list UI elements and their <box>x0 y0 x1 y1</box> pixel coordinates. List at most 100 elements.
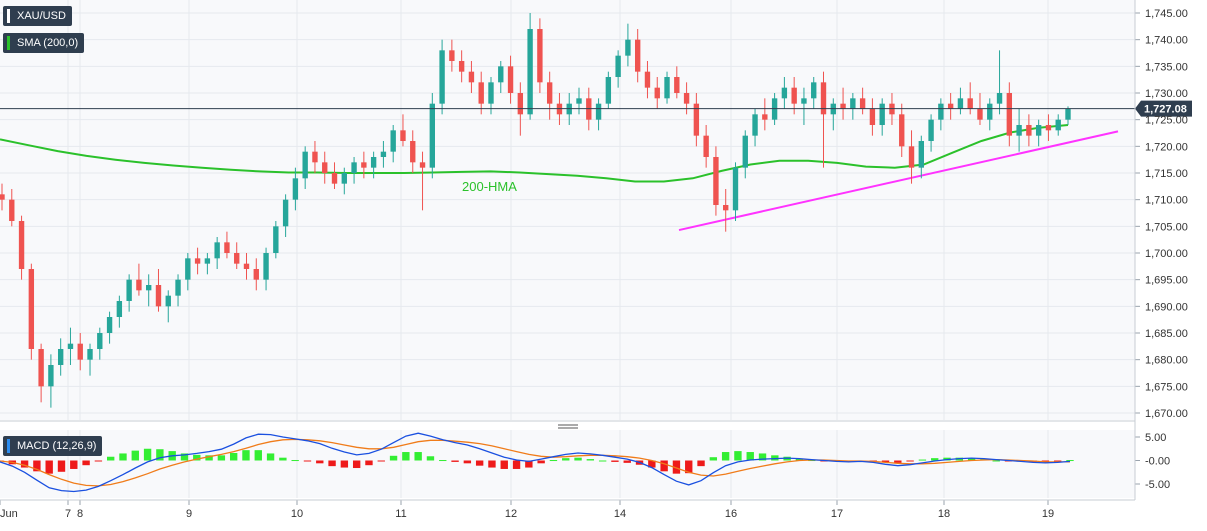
x-tick-label: 18 <box>938 508 950 520</box>
candle-body <box>918 141 924 168</box>
symbol-badge[interactable]: XAU/USD <box>3 6 72 26</box>
candle-body <box>820 82 827 115</box>
candle-body <box>1035 125 1042 136</box>
macd-histogram-bar <box>291 460 299 462</box>
macd-histogram-bar <box>500 460 508 469</box>
candle-body <box>693 103 700 136</box>
candle-body <box>879 103 885 125</box>
sma-200-line <box>0 124 1069 183</box>
candle-body <box>331 173 338 184</box>
candle-body <box>136 279 142 291</box>
candle-body <box>224 242 230 253</box>
sma-badge[interactable]: SMA (200,0) <box>3 33 85 53</box>
y-tick-label: 1,670.00 <box>1145 408 1188 420</box>
candle-body <box>341 173 347 184</box>
macd-histogram-bar <box>992 460 1000 462</box>
macd-histogram-bar <box>771 455 779 461</box>
macd-badge-label: MACD (12,26,9) <box>17 440 97 452</box>
candle-body <box>322 162 328 173</box>
candle-body <box>0 194 5 200</box>
macd-histogram-bar <box>906 460 914 462</box>
macd-histogram-bar <box>119 453 127 461</box>
candle-body <box>458 61 465 72</box>
candle-body <box>390 130 396 152</box>
pane-resize-handle[interactable] <box>558 424 578 429</box>
macd-histogram-bar <box>156 449 164 461</box>
macd-histogram-bar <box>967 458 976 461</box>
candle-body <box>664 77 670 99</box>
y-tick-label: 1,690.00 <box>1145 301 1188 313</box>
y-tick-label: 1,740.00 <box>1145 35 1188 47</box>
macd-histogram-bar <box>746 452 754 461</box>
macd-histogram-bar <box>894 460 902 463</box>
candle-body <box>625 39 631 56</box>
candle-body <box>634 39 641 72</box>
macd-histogram-bar <box>734 451 742 461</box>
candle-body <box>840 103 846 109</box>
candle-body <box>28 269 35 349</box>
candle-body <box>977 109 983 120</box>
candle-body <box>947 103 954 109</box>
x-tick-label: 12 <box>505 508 517 520</box>
candle-body <box>703 135 709 157</box>
candle-body <box>38 349 44 387</box>
candle-body <box>312 151 318 163</box>
candle-body <box>9 199 15 221</box>
candle-body <box>1006 93 1013 136</box>
candle-body <box>194 258 201 264</box>
candle-body <box>87 349 93 360</box>
candle-body <box>361 162 367 168</box>
candle-body <box>468 71 475 83</box>
macd-histogram-bar <box>20 460 29 468</box>
candle-body <box>899 114 905 147</box>
macd-histogram-bar <box>1041 460 1050 462</box>
y-tick-label: 1,700.00 <box>1145 248 1188 260</box>
macd-histogram-bar <box>549 460 558 462</box>
candle-body <box>429 103 436 168</box>
macd-histogram-bar <box>426 456 435 461</box>
macd-histogram-bar <box>242 450 250 461</box>
candle-body <box>370 157 377 168</box>
macd-tick-label: -5.00 <box>1145 479 1170 491</box>
candle-body <box>723 205 729 211</box>
macd-histogram-bar <box>340 460 349 468</box>
y-tick-label: 1,705.00 <box>1145 221 1188 233</box>
y-tick-label: 1,710.00 <box>1145 195 1188 207</box>
symbol-badge-label: XAU/USD <box>17 10 66 22</box>
candle-body <box>683 93 690 104</box>
price-pane <box>0 0 1135 420</box>
candle-body <box>126 279 132 301</box>
x-tick-label: 7 <box>65 508 71 520</box>
macd-histogram-bar <box>1066 460 1074 462</box>
candle-body <box>282 199 289 227</box>
macd-histogram-bar <box>254 450 262 461</box>
candle-body <box>1065 109 1071 120</box>
candle-body <box>732 167 739 211</box>
candle-body <box>957 98 964 109</box>
candle-body <box>869 109 876 125</box>
candle-body <box>742 135 748 168</box>
macd-histogram-bar <box>795 458 804 461</box>
candle-body <box>752 114 758 136</box>
macd-histogram-bar <box>414 452 422 461</box>
candle-body <box>987 103 993 120</box>
candle-body <box>449 50 455 61</box>
sma-badge-label: SMA (200,0) <box>17 37 79 49</box>
candle-body <box>185 258 191 280</box>
macd-histogram-bar <box>931 458 939 461</box>
macd-histogram-bar <box>562 458 570 461</box>
macd-histogram-bar <box>918 459 927 461</box>
candle-body <box>811 82 817 99</box>
macd-histogram-bar <box>303 460 312 462</box>
candle-body <box>801 98 807 104</box>
candle-body <box>938 103 944 120</box>
y-tick-label: 1,680.00 <box>1145 355 1188 367</box>
candle-body <box>791 87 797 104</box>
y-tick-label: 1,745.00 <box>1145 8 1188 20</box>
macd-badge[interactable]: MACD (12,26,9) <box>3 436 103 456</box>
candle-body <box>106 317 113 333</box>
y-tick-label: 1,730.00 <box>1145 88 1188 100</box>
x-tick-label: 11 <box>395 508 406 520</box>
